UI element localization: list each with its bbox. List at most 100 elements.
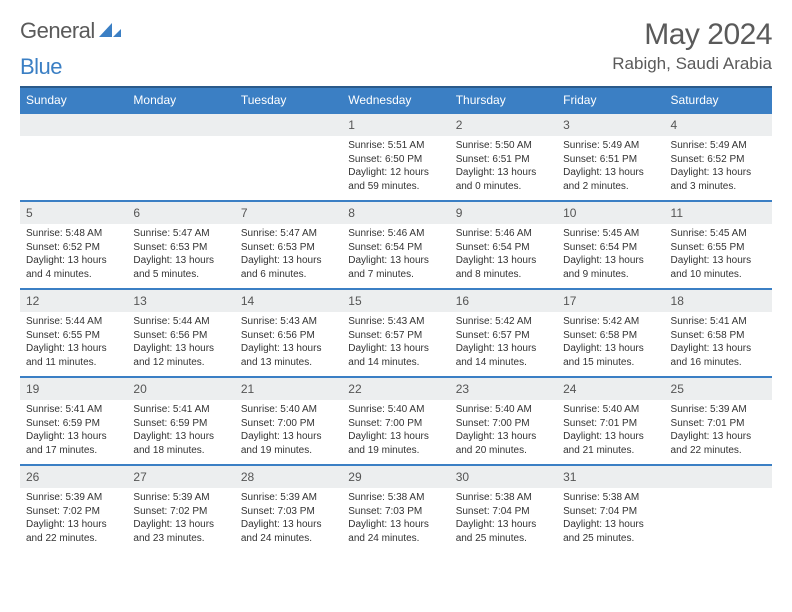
daylight-line: Daylight: 13 hours and 4 minutes. (26, 254, 121, 281)
daylight-line: Daylight: 13 hours and 24 minutes. (348, 518, 443, 545)
calendar-day-cell (127, 113, 234, 201)
daylight-line: Daylight: 13 hours and 14 minutes. (348, 342, 443, 369)
daylight-line: Daylight: 13 hours and 21 minutes. (563, 430, 658, 457)
day-number: 13 (127, 290, 234, 312)
logo-text-blue: Blue (20, 54, 772, 80)
calendar-day-cell: 1Sunrise: 5:51 AMSunset: 6:50 PMDaylight… (342, 113, 449, 201)
day-number: 30 (450, 466, 557, 488)
sunrise-line: Sunrise: 5:47 AM (133, 227, 228, 241)
daylight-line: Daylight: 13 hours and 8 minutes. (456, 254, 551, 281)
calendar-day-cell: 21 Sunrise: 5:40 AMSunset: 7:00 PMDayligh… (235, 377, 342, 465)
calendar-day-cell: 2Sunrise: 5:50 AMSunset: 6:51 PMDaylight… (450, 113, 557, 201)
day-number: 19 (20, 378, 127, 400)
day-content: Sunrise: 5:50 AMSunset: 6:51 PMDaylight:… (450, 136, 557, 199)
sunset-line: Sunset: 7:00 PM (348, 417, 443, 431)
daylight-line: Daylight: 13 hours and 5 minutes. (133, 254, 228, 281)
calendar-day-cell: 29Sunrise: 5:38 AMSunset: 7:03 PMDayligh… (342, 465, 449, 553)
day-content: Sunrise: 5:40 AMSunset: 7:01 PMDaylight:… (557, 400, 664, 463)
day-content: Sunrise: 5:46 AMSunset: 6:54 PMDaylight:… (342, 224, 449, 287)
sunrise-line: Sunrise: 5:42 AM (563, 315, 658, 329)
weekday-header: Sunday (20, 87, 127, 113)
calendar-day-cell: 25Sunrise: 5:39 AMSunset: 7:01 PMDayligh… (665, 377, 772, 465)
sunrise-line: Sunrise: 5:50 AM (456, 139, 551, 153)
daylight-line: Daylight: 13 hours and 13 minutes. (241, 342, 336, 369)
calendar-day-cell: 8Sunrise: 5:46 AMSunset: 6:54 PMDaylight… (342, 201, 449, 289)
calendar-day-cell: 27Sunrise: 5:39 AMSunset: 7:02 PMDayligh… (127, 465, 234, 553)
daylight-line: Daylight: 13 hours and 6 minutes. (241, 254, 336, 281)
day-number: 4 (665, 114, 772, 136)
day-number: 15 (342, 290, 449, 312)
sunrise-line: Sunrise: 5:44 AM (26, 315, 121, 329)
day-content: Sunrise: 5:39 AMSunset: 7:03 PMDaylight:… (235, 488, 342, 551)
sunrise-line: Sunrise: 5:42 AM (456, 315, 551, 329)
day-number-empty (665, 466, 772, 488)
daylight-line: Daylight: 13 hours and 7 minutes. (348, 254, 443, 281)
daylight-line: Daylight: 13 hours and 22 minutes. (671, 430, 766, 457)
sunset-line: Sunset: 6:59 PM (26, 417, 121, 431)
calendar-day-cell: 5Sunrise: 5:48 AMSunset: 6:52 PMDaylight… (20, 201, 127, 289)
day-number: 9 (450, 202, 557, 224)
sunset-line: Sunset: 7:00 PM (241, 417, 336, 431)
calendar-day-cell: 13Sunrise: 5:44 AMSunset: 6:56 PMDayligh… (127, 289, 234, 377)
sunset-line: Sunset: 6:52 PM (671, 153, 766, 167)
day-number-empty (127, 114, 234, 136)
day-number: 25 (665, 378, 772, 400)
day-number: 18 (665, 290, 772, 312)
sunset-line: Sunset: 6:51 PM (563, 153, 658, 167)
calendar-day-cell: 26Sunrise: 5:39 AMSunset: 7:02 PMDayligh… (20, 465, 127, 553)
calendar-day-cell (665, 465, 772, 553)
day-content: Sunrise: 5:45 AMSunset: 6:54 PMDaylight:… (557, 224, 664, 287)
day-number: 29 (342, 466, 449, 488)
sunrise-line: Sunrise: 5:41 AM (133, 403, 228, 417)
daylight-line: Daylight: 13 hours and 20 minutes. (456, 430, 551, 457)
sunrise-line: Sunrise: 5:39 AM (133, 491, 228, 505)
sunrise-line: Sunrise: 5:38 AM (348, 491, 443, 505)
sunset-line: Sunset: 6:57 PM (348, 329, 443, 343)
day-number: 27 (127, 466, 234, 488)
calendar-day-cell: 14Sunrise: 5:43 AMSunset: 6:56 PMDayligh… (235, 289, 342, 377)
calendar-day-cell: 12Sunrise: 5:44 AMSunset: 6:55 PMDayligh… (20, 289, 127, 377)
calendar-day-cell: 6Sunrise: 5:47 AMSunset: 6:53 PMDaylight… (127, 201, 234, 289)
daylight-line: Daylight: 13 hours and 15 minutes. (563, 342, 658, 369)
weekday-header: Monday (127, 87, 234, 113)
calendar-table: Sunday Monday Tuesday Wednesday Thursday… (20, 86, 772, 553)
sunset-line: Sunset: 7:03 PM (241, 505, 336, 519)
daylight-line: Daylight: 12 hours and 59 minutes. (348, 166, 443, 193)
logo-sail-icon (99, 23, 121, 39)
daylight-line: Daylight: 13 hours and 19 minutes. (241, 430, 336, 457)
day-content: Sunrise: 5:43 AMSunset: 6:56 PMDaylight:… (235, 312, 342, 375)
sunrise-line: Sunrise: 5:40 AM (241, 403, 336, 417)
daylight-line: Daylight: 13 hours and 25 minutes. (563, 518, 658, 545)
daylight-line: Daylight: 13 hours and 9 minutes. (563, 254, 658, 281)
day-number: 24 (557, 378, 664, 400)
day-number: 21 (235, 378, 342, 400)
calendar-week-row: 5Sunrise: 5:48 AMSunset: 6:52 PMDaylight… (20, 201, 772, 289)
sunset-line: Sunset: 7:02 PM (26, 505, 121, 519)
sunset-line: Sunset: 7:01 PM (563, 417, 658, 431)
day-content: Sunrise: 5:46 AMSunset: 6:54 PMDaylight:… (450, 224, 557, 287)
day-content: Sunrise: 5:39 AMSunset: 7:02 PMDaylight:… (127, 488, 234, 551)
day-number: 16 (450, 290, 557, 312)
logo: General (20, 18, 121, 44)
sunrise-line: Sunrise: 5:39 AM (671, 403, 766, 417)
sunset-line: Sunset: 6:54 PM (456, 241, 551, 255)
day-number: 7 (235, 202, 342, 224)
day-content: Sunrise: 5:40 AMSunset: 7:00 PMDaylight:… (342, 400, 449, 463)
calendar-day-cell: 9Sunrise: 5:46 AMSunset: 6:54 PMDaylight… (450, 201, 557, 289)
sunset-line: Sunset: 7:04 PM (456, 505, 551, 519)
logo-text-general: General (20, 18, 95, 44)
sunrise-line: Sunrise: 5:47 AM (241, 227, 336, 241)
calendar-week-row: 19Sunrise: 5:41 AMSunset: 6:59 PMDayligh… (20, 377, 772, 465)
calendar-day-cell (235, 113, 342, 201)
sunset-line: Sunset: 6:59 PM (133, 417, 228, 431)
day-number: 6 (127, 202, 234, 224)
calendar-day-cell: 19Sunrise: 5:41 AMSunset: 6:59 PMDayligh… (20, 377, 127, 465)
daylight-line: Daylight: 13 hours and 0 minutes. (456, 166, 551, 193)
daylight-line: Daylight: 13 hours and 22 minutes. (26, 518, 121, 545)
sunset-line: Sunset: 6:53 PM (241, 241, 336, 255)
daylight-line: Daylight: 13 hours and 25 minutes. (456, 518, 551, 545)
sunrise-line: Sunrise: 5:40 AM (348, 403, 443, 417)
day-content: Sunrise: 5:41 AMSunset: 6:58 PMDaylight:… (665, 312, 772, 375)
sunset-line: Sunset: 6:56 PM (241, 329, 336, 343)
daylight-line: Daylight: 13 hours and 11 minutes. (26, 342, 121, 369)
